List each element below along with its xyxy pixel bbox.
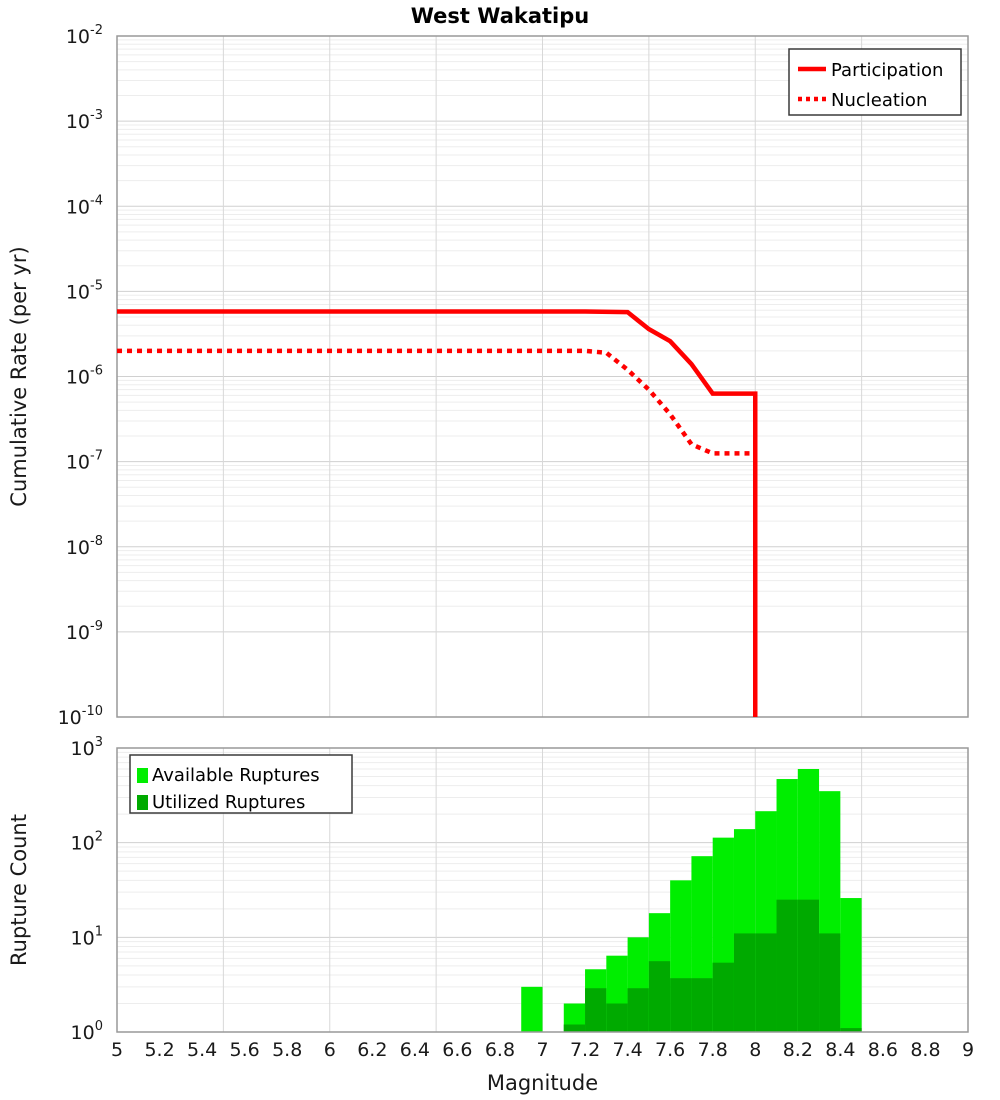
tick-mantissa: 10 [66,281,90,303]
xtick-label: 5 [111,1039,123,1061]
bottom-ytick-label: 103 [71,735,103,760]
xtick-label: 7.6 [655,1039,685,1061]
xtick-label: 7.8 [698,1039,728,1061]
tick-exponent: 3 [95,735,103,750]
top-legend-box [788,48,962,116]
top-ytick-label: 10-3 [66,108,103,133]
tick-exponent: -5 [90,278,103,293]
tick-exponent: 0 [95,1019,103,1034]
bar-utilized [606,1003,628,1032]
bar-available [521,986,543,1032]
bottom-legend-label: Utilized Ruptures [152,792,305,813]
xtick-label: 5.4 [187,1039,217,1061]
x-axis-label: Magnitude [487,1071,598,1095]
tick-mantissa: 10 [71,833,95,855]
tick-mantissa: 10 [71,927,95,949]
tick-exponent: -6 [90,364,103,379]
series-line-participation [117,309,758,717]
tick-mantissa: 10 [71,738,95,760]
bottom-legend: Available Ruptures Utilized Ruptures [129,754,353,814]
top-legend-label: Nucleation [831,90,927,111]
xtick-label: 7 [536,1039,548,1061]
xtick-label: 6.2 [357,1039,387,1061]
tick-exponent: -10 [82,704,103,719]
xtick-label: 8.6 [868,1039,898,1061]
tick-exponent: -9 [90,619,103,634]
series-line-nucleation [117,348,758,717]
tick-mantissa: 10 [66,111,90,133]
top-ytick-label: 10-8 [66,534,103,559]
top-ytick-label: 10-6 [66,364,103,389]
xtick-label: 6.8 [485,1039,515,1061]
tick-mantissa: 10 [66,622,90,644]
tick-exponent: 2 [95,830,103,845]
tick-mantissa: 10 [66,537,90,559]
bar-utilized [819,933,841,1032]
bottom-ylabel: Rupture Count [7,814,31,966]
top-ytick-label: 10-7 [66,449,103,474]
top-ytick-label: 10-10 [58,704,103,729]
top-plot-frame [116,35,969,718]
tick-exponent: -8 [90,534,103,549]
bar-utilized [776,899,798,1032]
bar-utilized [733,933,756,1032]
xtick-label: 9 [962,1039,974,1061]
xtick-label: 5.6 [230,1039,260,1061]
xtick-label: 5.2 [144,1039,174,1061]
bar-utilized [691,978,713,1032]
top-panel: 10-210-310-410-510-610-710-810-910-10 [58,23,969,729]
bottom-ytick-label: 100 [71,1019,103,1044]
xtick-label: 8 [749,1039,761,1061]
bar-utilized [648,961,671,1032]
top-legend-label: Participation [831,60,943,81]
xtick-label: 7.4 [612,1039,642,1061]
tick-exponent: 1 [95,924,103,939]
bottom-legend-swatch [137,795,148,810]
bottom-plot-frame [116,747,969,1033]
bottom-ytick-label: 101 [71,924,103,949]
top-legend: Participation Nucleation [788,48,962,116]
xtick-label: 8.8 [910,1039,940,1061]
bar-utilized [712,962,734,1032]
tick-mantissa: 10 [58,707,82,729]
xtick-label: 7.2 [570,1039,600,1061]
tick-mantissa: 10 [66,452,90,474]
tick-exponent: -2 [90,23,103,38]
tick-mantissa: 10 [66,26,90,48]
bar-utilized [840,1028,862,1032]
bottom-legend-label: Available Ruptures [152,765,320,786]
bar-utilized [563,1024,586,1032]
x-axis: 5 5.2 5.4 5.6 5.8 6 6.2 6.4 6.6 6.8 7 7.2 7.4 7.6 7.8 8… [111,1039,974,1061]
xtick-label: 6 [324,1039,336,1061]
xtick-label: 8.4 [825,1039,855,1061]
xtick-label: 6.6 [442,1039,472,1061]
tick-exponent: -3 [90,108,103,123]
top-ytick-label: 10-2 [66,23,103,48]
xtick-label: 8.2 [783,1039,813,1061]
bar-utilized [627,988,649,1032]
top-ylabel: Cumulative Rate (per yr) [7,246,31,506]
top-ytick-label: 10-4 [66,193,103,218]
bottom-ytick-label: 102 [71,830,103,855]
tick-mantissa: 10 [66,196,90,218]
xtick-label: 6.4 [400,1039,430,1061]
top-ytick-label: 10-5 [66,278,103,303]
xtick-label: 5.8 [272,1039,302,1061]
bottom-legend-box [129,754,353,814]
tick-exponent: -4 [90,193,103,208]
tick-mantissa: 10 [71,1022,95,1044]
bar-utilized [797,899,820,1032]
tick-exponent: -7 [90,449,103,464]
bar-utilized [670,978,692,1032]
chart-title: West Wakatipu [410,4,590,28]
bottom-legend-swatch [137,768,148,783]
bar-utilized [585,988,607,1032]
bar-utilized [755,933,777,1032]
bar-available [840,898,862,1032]
top-ytick-label: 10-9 [66,619,103,644]
tick-mantissa: 10 [66,367,90,389]
